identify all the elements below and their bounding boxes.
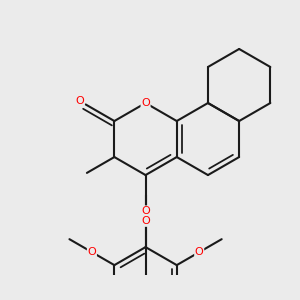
Text: O: O [141,206,150,216]
Text: O: O [75,96,84,106]
Text: O: O [141,216,150,226]
Text: O: O [141,98,150,108]
Text: O: O [88,247,96,257]
Text: O: O [195,247,204,257]
